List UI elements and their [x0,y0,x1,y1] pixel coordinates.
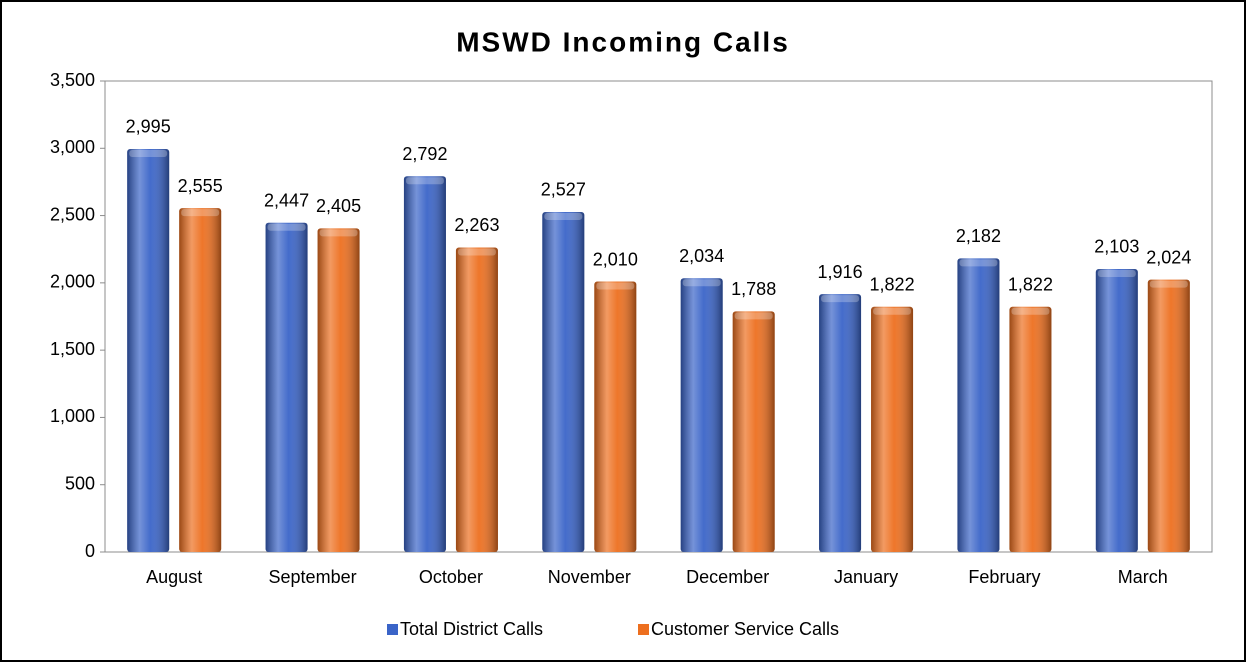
bar-cap [596,282,635,290]
value-label: 2,034 [679,246,724,266]
x-tick-label: February [968,567,1040,587]
bar [594,281,637,552]
bar [1095,268,1138,552]
bar-cap [129,149,168,157]
bar-cap [319,229,358,237]
bar-cap [1149,280,1188,288]
y-tick-label: 500 [65,473,95,493]
bar-cap [821,295,860,303]
value-label: 2,555 [178,176,223,196]
bar-cap [267,223,306,231]
bar-cap [457,248,496,256]
bar [542,211,585,553]
bar [1147,279,1190,552]
legend-swatch [638,624,649,635]
bar-cap [405,177,444,185]
value-label: 1,822 [1008,275,1053,295]
y-tick-label: 3,000 [50,137,95,157]
legend-label: Customer Service Calls [651,619,839,639]
bar-cap [1011,307,1050,315]
bar-cap [682,279,721,287]
value-label: 2,792 [402,144,447,164]
bar-cap [1097,269,1136,277]
plot-area [104,80,1213,553]
legend-swatch [387,624,398,635]
bar [403,176,446,553]
value-label: 1,822 [870,275,915,295]
value-label: 2,103 [1094,237,1139,257]
bar [265,222,308,552]
bar [127,148,170,553]
y-tick-label: 0 [85,541,95,561]
y-tick-label: 2,500 [50,204,95,224]
bar [871,306,914,552]
value-label: 1,788 [731,279,776,299]
bar [1009,306,1052,552]
bar-cap [181,209,220,217]
y-tick-label: 1,000 [50,406,95,426]
x-tick-label: October [419,567,483,587]
y-tick-label: 2,000 [50,272,95,292]
bar [317,228,360,552]
x-tick-label: March [1118,567,1168,587]
bar [957,258,1000,552]
bar-cap [734,312,773,320]
value-label: 2,995 [126,117,171,137]
x-tick-label: November [548,567,631,587]
bar-cap [544,212,583,220]
x-tick-label: January [834,567,898,587]
chart-title: MSWD Incoming Calls [456,26,790,57]
bar [819,294,862,552]
x-tick-label: December [686,567,769,587]
bar [732,311,775,552]
value-label: 2,447 [264,190,309,210]
y-tick-label: 3,500 [50,70,95,90]
value-label: 2,024 [1146,247,1191,267]
bar [179,208,222,553]
bar [680,278,723,552]
value-label: 2,527 [541,180,586,200]
x-tick-label: August [146,567,202,587]
value-label: 2,010 [593,249,638,269]
legend-label: Total District Calls [400,619,543,639]
bar [455,247,498,553]
bar-cap [873,307,912,315]
x-tick-label: September [269,567,357,587]
y-tick-label: 1,500 [50,339,95,359]
value-label: 1,916 [818,262,863,282]
value-label: 2,263 [454,215,499,235]
bar-cap [959,259,998,267]
value-label: 2,405 [316,196,361,216]
value-label: 2,182 [956,226,1001,246]
